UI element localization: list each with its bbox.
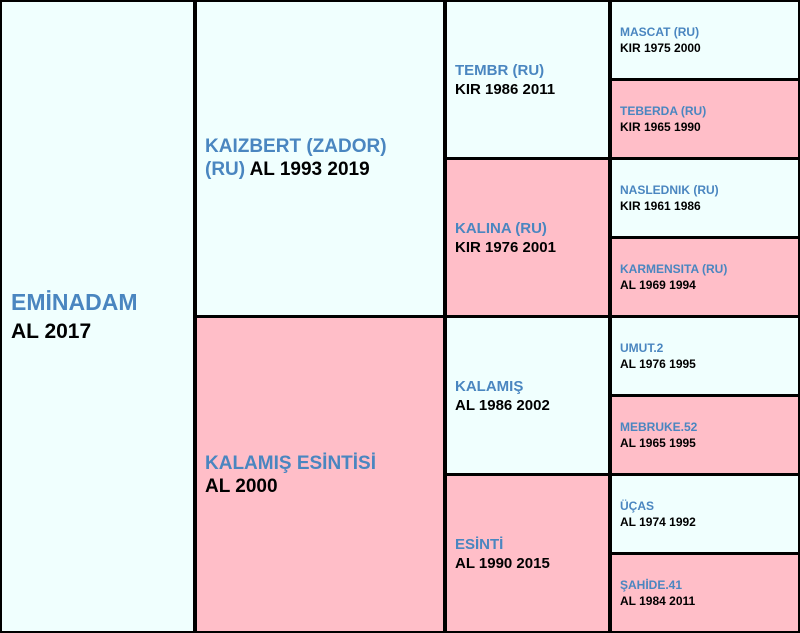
- ds-sire-cell: UMUT.2 AL 1976 1995: [612, 318, 798, 394]
- sire-sire-cell: TEMBR (RU) KIR 1986 2011: [447, 2, 608, 157]
- ss-dam-name: TEBERDA (RU): [620, 104, 707, 118]
- sire-info: AL 1993 2019: [249, 159, 370, 180]
- ss-dam-info: KIR 1965 1990: [620, 120, 701, 134]
- dd-dam-name: ŞAHİDE.41: [620, 578, 683, 592]
- sd-dam-info: AL 1969 1994: [620, 278, 696, 292]
- sire-sire-name: TEMBR (RU): [455, 61, 545, 79]
- dam-dam-name: ESİNTİ: [455, 535, 504, 553]
- dam-sire-info: AL 1986 2002: [455, 396, 550, 414]
- sd-sire-info: KIR 1961 1986: [620, 199, 701, 213]
- ds-dam-name: MEBRUKE.52: [620, 420, 698, 434]
- dam-sire-name: KALAMIŞ: [455, 377, 524, 395]
- ds-dam-cell: MEBRUKE.52 AL 1965 1995: [612, 397, 798, 473]
- dam-sire-cell: KALAMIŞ AL 1986 2002: [447, 318, 608, 473]
- subject-info: AL 2017: [11, 320, 92, 343]
- ds-sire-info: AL 1976 1995: [620, 357, 696, 371]
- dam-cell: KALAMIŞ ESİNTİSİ AL 2000: [197, 318, 443, 631]
- ds-sire-name: UMUT.2: [620, 341, 664, 355]
- sire-sire-info: KIR 1986 2011: [455, 80, 556, 98]
- sire-dam-cell: KALINA (RU) KIR 1976 2001: [447, 160, 608, 315]
- sire-dam-name: KALINA (RU): [455, 219, 547, 237]
- dam-dam-info: AL 1990 2015: [455, 554, 550, 572]
- ss-dam-cell: TEBERDA (RU) KIR 1965 1990: [612, 81, 798, 157]
- sire-dam-info: KIR 1976 2001: [455, 238, 556, 256]
- dd-dam-cell: ŞAHİDE.41 AL 1984 2011: [612, 555, 798, 631]
- sd-sire-name: NASLEDNIK (RU): [620, 183, 719, 197]
- dam-name: KALAMIŞ ESİNTİSİ: [205, 452, 377, 474]
- ds-dam-info: AL 1965 1995: [620, 436, 696, 450]
- sire-cell: KAIZBERT (ZADOR) (RU) AL 1993 2019: [197, 2, 443, 315]
- sire-name-line2-row: (RU) AL 1993 2019: [205, 158, 443, 182]
- sire-name-suffix: (RU): [205, 159, 246, 180]
- subject-name: EMİNADAM: [11, 289, 138, 315]
- sd-dam-name: KARMENSITA (RU): [620, 262, 728, 276]
- dam-dam-cell: ESİNTİ AL 1990 2015: [447, 476, 608, 631]
- ss-sire-info: KIR 1975 2000: [620, 41, 701, 55]
- dd-sire-cell: ÜÇAS AL 1974 1992: [612, 476, 798, 552]
- sd-sire-cell: NASLEDNIK (RU) KIR 1961 1986: [612, 160, 798, 236]
- dd-dam-info: AL 1984 2011: [620, 594, 696, 608]
- dd-sire-info: AL 1974 1992: [620, 515, 696, 529]
- dam-info: AL 2000: [205, 475, 278, 497]
- ss-sire-name: MASCAT (RU): [620, 25, 700, 39]
- sd-dam-cell: KARMENSITA (RU) AL 1969 1994: [612, 239, 798, 315]
- sire-name: KAIZBERT (ZADOR): [205, 136, 387, 157]
- dd-sire-name: ÜÇAS: [620, 499, 655, 513]
- ss-sire-cell: MASCAT (RU) KIR 1975 2000: [612, 2, 798, 78]
- subject-horse-cell: EMİNADAM AL 2017: [2, 2, 193, 631]
